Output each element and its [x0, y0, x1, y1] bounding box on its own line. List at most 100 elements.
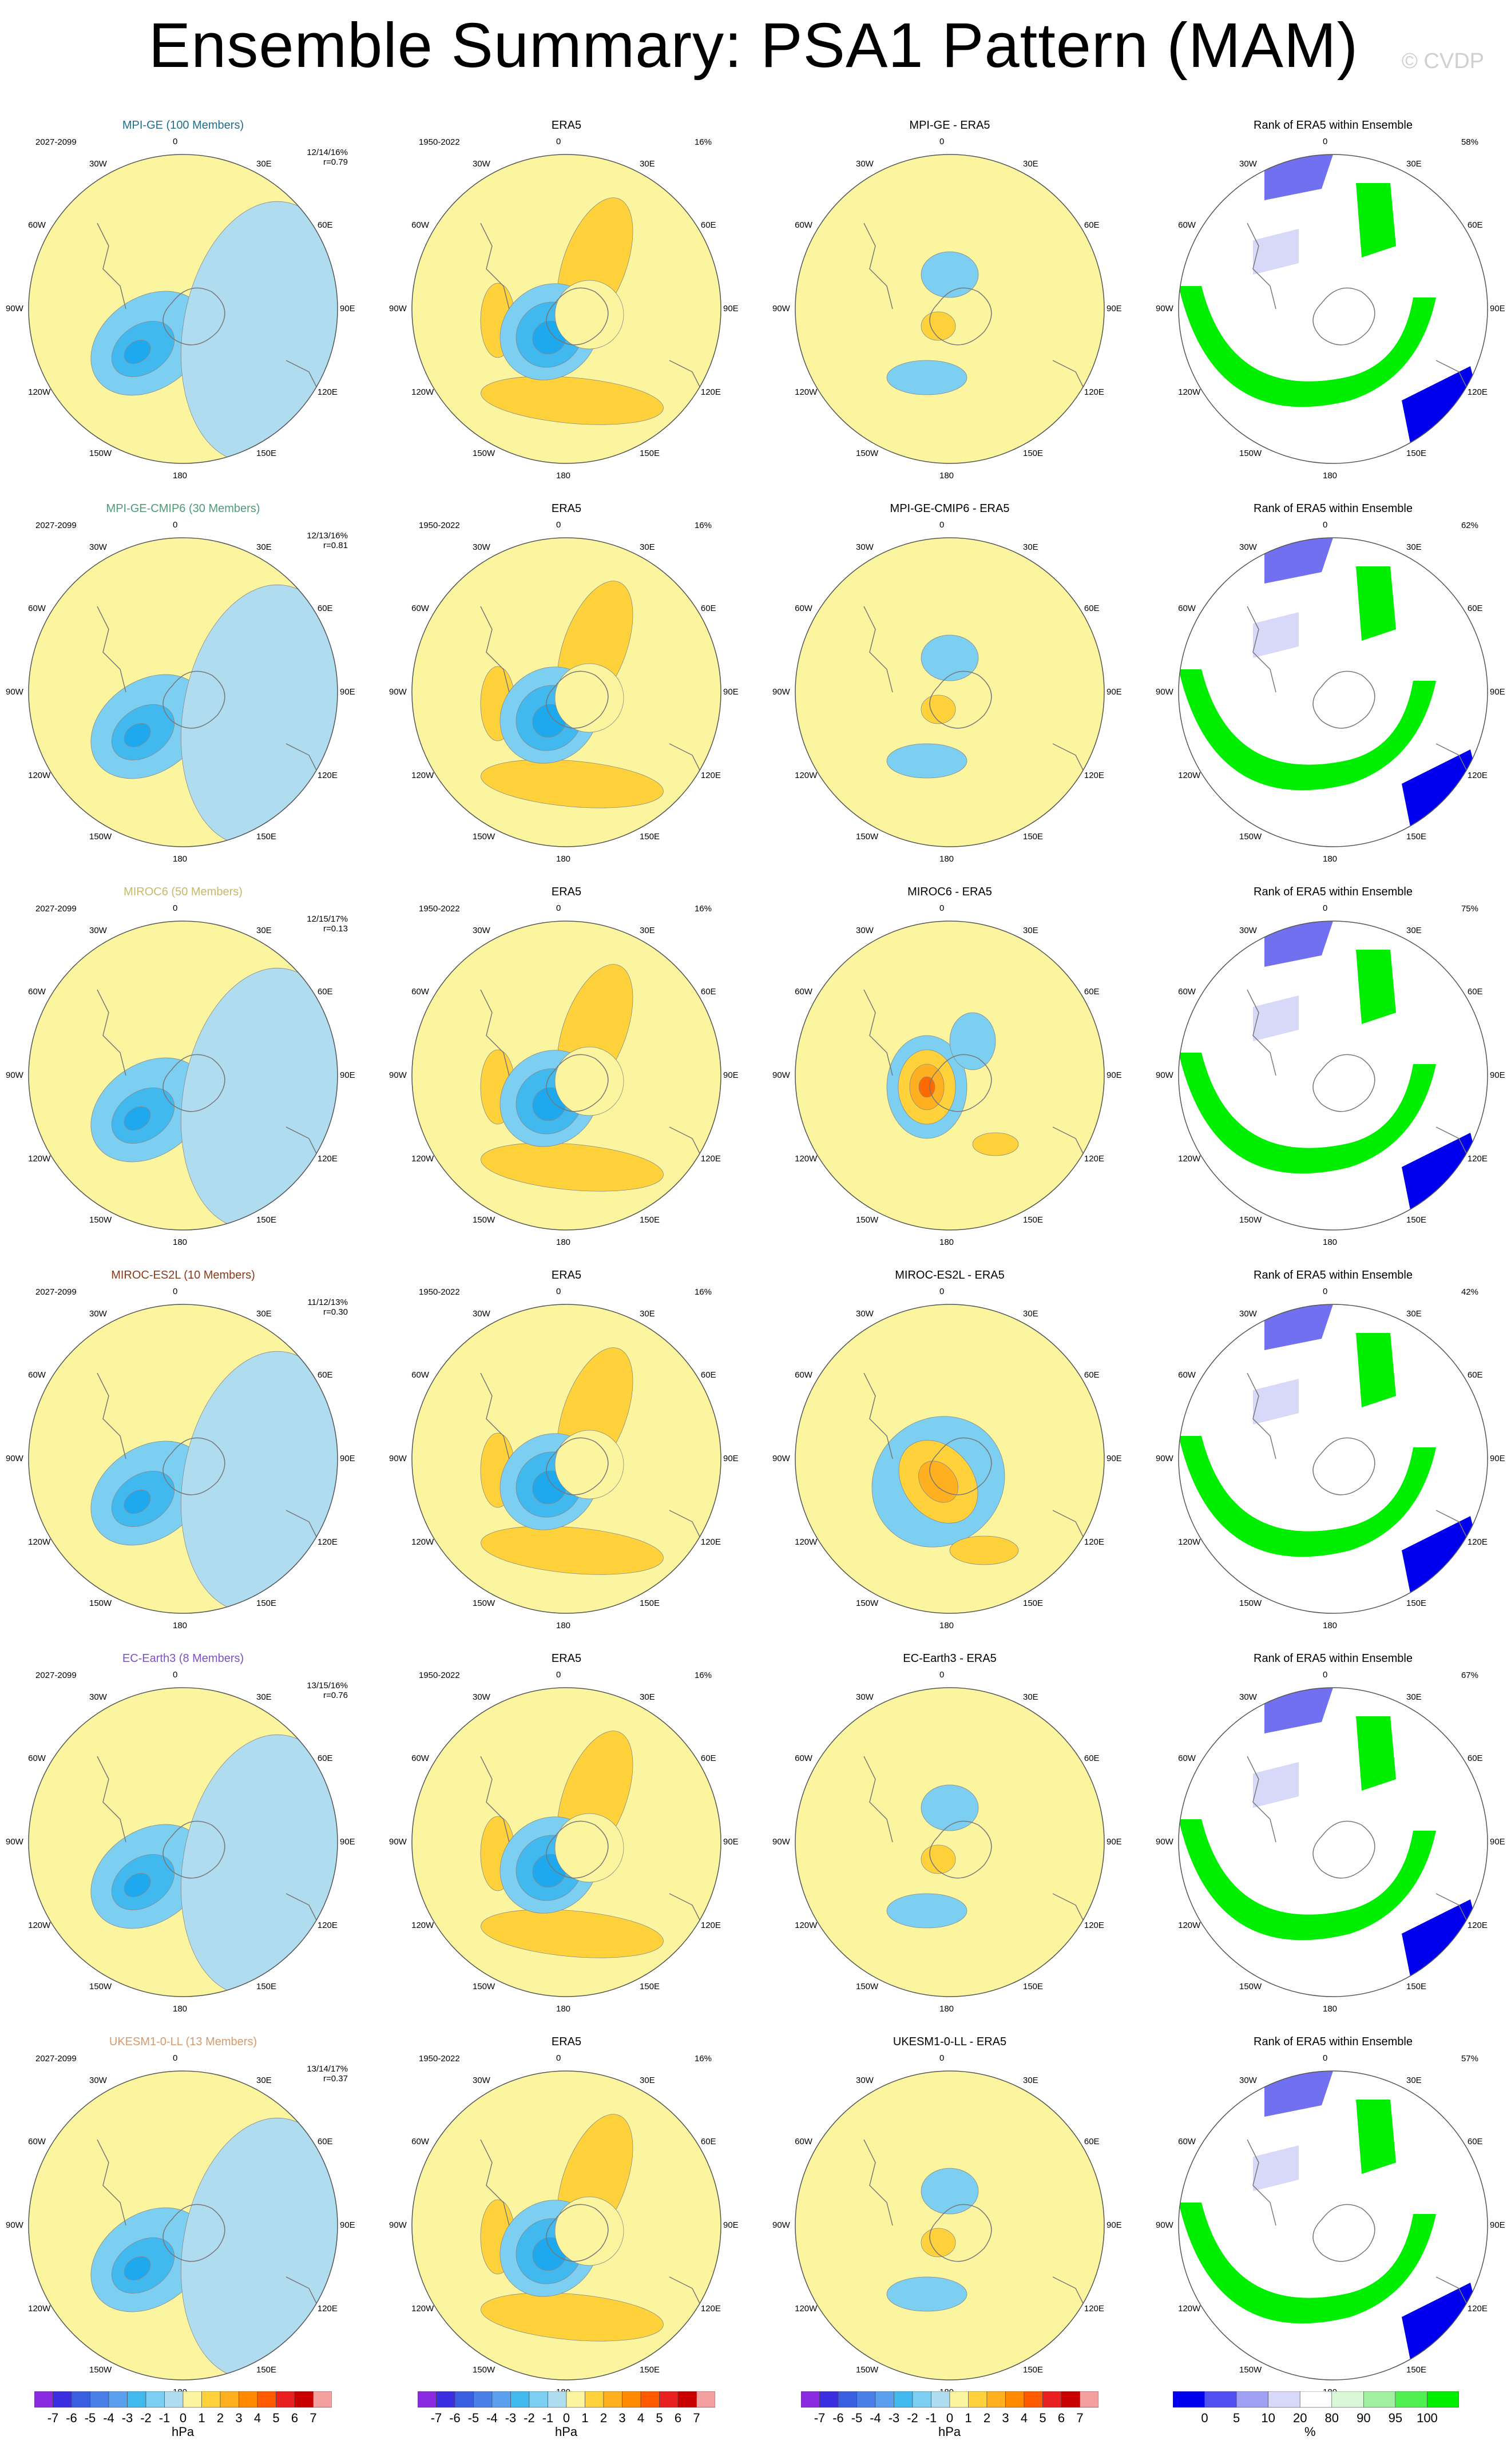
longitude-label: 150E: [256, 2364, 277, 2375]
longitude-label: 150E: [1406, 1215, 1427, 1225]
rank-percent: 62%: [1461, 521, 1478, 530]
rank-map: [1178, 154, 1488, 464]
longitude-label: 180: [173, 2004, 188, 2014]
longitude-label: 120E: [700, 387, 721, 397]
colorbar-tick-label: 90: [1357, 2411, 1371, 2425]
longitude-label: 120E: [1467, 1154, 1488, 1164]
difference-title: MPI-GE - ERA5: [909, 119, 990, 132]
pattern-stats: 12/13/16%: [307, 531, 348, 541]
anomaly-contour: [921, 251, 979, 298]
anomaly-contour: [921, 2228, 956, 2257]
longitude-label: 120W: [1178, 1537, 1201, 1547]
longitude-label: 90W: [772, 1454, 790, 1463]
longitude-label: 90E: [340, 2220, 355, 2230]
longitude-label: 150E: [640, 831, 660, 842]
longitude-label: 90W: [389, 304, 407, 314]
longitude-label: 150W: [856, 448, 879, 458]
longitude-label: 150W: [1239, 1981, 1262, 1991]
longitude-label: 30E: [1023, 159, 1038, 169]
colorbar-swatch: [912, 2391, 931, 2408]
polar-map: [28, 2070, 338, 2380]
colorbar-tick-label: 3: [1002, 2411, 1009, 2425]
longitude-label: 30W: [1239, 1692, 1257, 1703]
polar-map: [795, 1304, 1105, 1614]
rank-high-region: [1356, 1716, 1396, 1791]
anomaly-contour: [921, 311, 956, 341]
colorbar-swatch: [894, 2391, 913, 2408]
colorbar-swatch: [875, 2391, 894, 2408]
colorbar-swatch: [1024, 2391, 1043, 2408]
longitude-label: 60E: [700, 987, 716, 997]
model-title: EC-Earth3 (8 Members): [122, 1652, 244, 1665]
rank-low-region: [1402, 749, 1482, 841]
longitude-label: 0: [173, 2053, 178, 2063]
rank-low-region: [1264, 538, 1333, 584]
colorbar-tick-label: 0: [562, 2411, 570, 2425]
rank-high-region: [1179, 286, 1436, 407]
longitude-label: 90E: [340, 1454, 355, 1463]
polar-map: [795, 154, 1105, 464]
pattern-correlation: r=0.81: [323, 541, 348, 550]
longitude-label: 30W: [856, 159, 874, 169]
era5-period: 1950-2022: [419, 1671, 460, 1680]
difference-panel: UKESM1-0-LL - ERA5030E60E90E120E150E1801…: [772, 2031, 1122, 2409]
longitude-label: 150W: [856, 1215, 879, 1225]
pattern-correlation: r=0.76: [323, 1691, 348, 1700]
longitude-label: 90W: [772, 1070, 790, 1080]
rank-high-region: [1356, 1333, 1396, 1407]
colorbar-swatch: [417, 2391, 437, 2408]
longitude-label: 0: [556, 2053, 561, 2063]
rank-high-region: [1179, 669, 1436, 791]
difference-panel: MIROC-ES2L - ERA5 0 30E 60E 90E 120E 150E 180 15…: [772, 1264, 1122, 1642]
longitude-label: 150E: [640, 2364, 660, 2375]
longitude-label: 30E: [1023, 1692, 1038, 1703]
longitude-label: 30W: [1239, 2076, 1257, 2086]
longitude-label: 90E: [723, 1837, 739, 1847]
longitude-label: 30E: [640, 542, 655, 553]
longitude-label: 150E: [256, 1215, 277, 1225]
rank-high-region: [1179, 1436, 1436, 1557]
colorbar-swatch: [1204, 2391, 1237, 2408]
longitude-label: 90W: [389, 687, 407, 697]
longitude-label: 150E: [640, 1215, 660, 1225]
longitude-label: 120W: [28, 2304, 51, 2314]
longitude-label: 30W: [856, 1692, 874, 1703]
pattern-stats: 12/14/16%: [307, 148, 348, 157]
longitude-label: 150E: [1023, 448, 1044, 458]
longitude-label: 60E: [1084, 1753, 1100, 1763]
longitude-label: 0: [1323, 903, 1328, 913]
longitude-label: 60E: [1084, 220, 1100, 230]
colorbar-swatch: [585, 2391, 604, 2408]
longitude-label: 90W: [772, 304, 790, 314]
colorbar-tick-label: 10: [1261, 2411, 1275, 2425]
longitude-label: 90E: [723, 1454, 739, 1463]
longitude-label: 120W: [795, 387, 818, 397]
model-period: 2027-2099: [35, 1671, 77, 1680]
longitude-label: 0: [556, 1287, 561, 1296]
colorbar-swatch: [436, 2391, 455, 2408]
colorbar-swatch: [622, 2391, 641, 2408]
anomaly-contour: [124, 2256, 151, 2280]
rank-percent: 57%: [1461, 2054, 1478, 2064]
longitude-label: 30E: [640, 159, 655, 169]
longitude-label: 120E: [700, 2304, 721, 2314]
longitude-label: 30E: [1023, 2076, 1038, 2086]
longitude-label: 30W: [473, 159, 490, 169]
colorbar-tick-label: 20: [1292, 2411, 1307, 2425]
era5-title: ERA5: [551, 119, 582, 132]
colorbar-tick-label: 5: [656, 2411, 663, 2425]
rank-low-region: [1253, 612, 1299, 658]
figure-title: Ensemble Summary: PSA1 Pattern (MAM): [148, 10, 1359, 81]
longitude-label: 90W: [6, 304, 23, 314]
anomaly-contour: [481, 1142, 664, 1192]
polar-map: [795, 1687, 1105, 1997]
colorbar-tick-label: 100: [1417, 2411, 1438, 2425]
longitude-label: 0: [173, 137, 178, 146]
colorbar-swatch: [34, 2391, 53, 2408]
pattern-correlation: r=0.13: [323, 924, 348, 934]
colorbar-hpa-diff: -7 -6 -5 -4 -3 -2 -1 0 1 2 3 4 5 6 7 hPa: [800, 2391, 1099, 2443]
longitude-label: 30W: [89, 159, 107, 169]
era5-panel: ERA51950-202216%030E60E90E120E150E180150…: [389, 2031, 739, 2409]
rank-map: [1178, 1687, 1488, 1997]
